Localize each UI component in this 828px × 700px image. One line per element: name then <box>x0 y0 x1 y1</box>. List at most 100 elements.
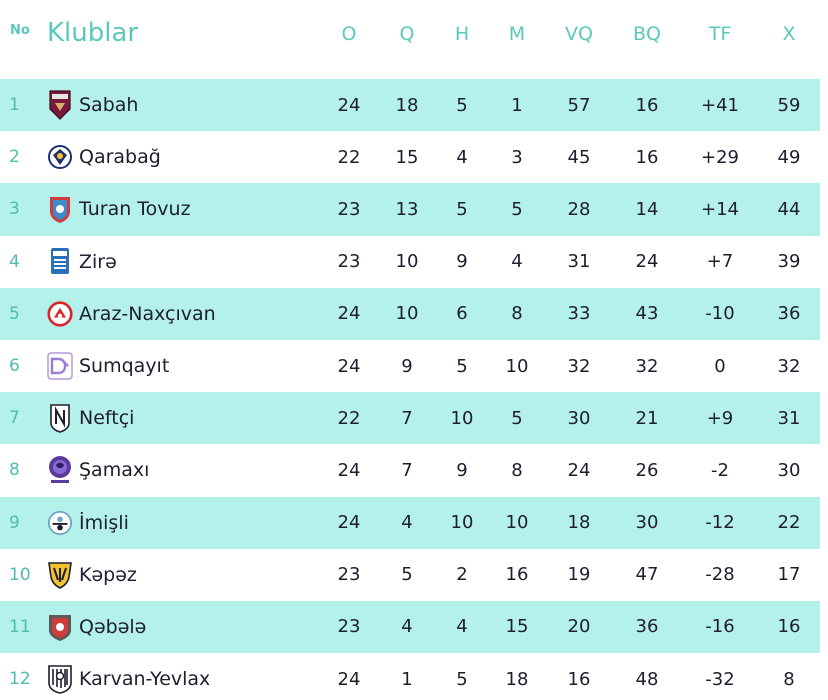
row-club[interactable]: Sabah <box>47 79 317 131</box>
row-position: 7 <box>9 408 20 429</box>
cell-wins: 4 <box>401 616 413 638</box>
sabah-logo-icon <box>47 89 73 121</box>
cell-goals-against: 30 <box>635 512 659 534</box>
cell-goals-for: 20 <box>567 616 591 638</box>
table-row[interactable]: 10 Kəpəz 23 5 2 16 19 47 -28 17 <box>0 548 820 601</box>
row-club[interactable]: İmişli <box>47 497 317 549</box>
cell-wins: 18 <box>395 94 419 116</box>
cell-goals-against: 24 <box>635 251 659 273</box>
table-row[interactable]: 8 Şamaxı 24 7 9 8 24 26 -2 30 <box>0 444 820 497</box>
cell-goals-against: 26 <box>635 459 659 481</box>
header-wins[interactable]: Q <box>399 23 415 45</box>
club-name[interactable]: İmişli <box>79 511 129 534</box>
club-name[interactable]: Neftçi <box>79 407 135 430</box>
header-played[interactable]: O <box>341 23 357 45</box>
table-row[interactable]: 11 Qəbələ 23 4 4 15 20 36 -16 16 <box>0 600 820 654</box>
cell-goal-difference: +7 <box>706 251 734 273</box>
header-goal-difference[interactable]: TF <box>708 23 732 45</box>
cell-draws: 5 <box>456 668 468 690</box>
cell-points: 59 <box>777 94 801 116</box>
cell-losses: 8 <box>511 459 523 481</box>
cell-draws: 5 <box>456 94 468 116</box>
cell-played: 22 <box>337 407 361 429</box>
row-position: 10 <box>9 564 31 585</box>
header-goals-for[interactable]: VQ <box>565 23 593 45</box>
imisli-logo-icon <box>47 507 73 539</box>
club-name[interactable]: Qarabağ <box>79 146 161 169</box>
cell-wins: 7 <box>401 407 413 429</box>
header-points[interactable]: X <box>782 23 796 45</box>
table-header: No Klublar O Q H M VQ BQ TF X <box>0 0 828 70</box>
club-name[interactable]: Qəbələ <box>79 615 147 638</box>
table-row[interactable]: 5 Araz-Naxçıvan 24 10 6 8 33 43 -10 36 <box>0 287 820 340</box>
cell-played: 23 <box>337 251 361 273</box>
cell-points: 16 <box>777 616 801 638</box>
table-row[interactable]: 3 Turan Tovuz 23 13 5 5 28 14 +14 44 <box>0 183 820 236</box>
club-name[interactable]: Sabah <box>79 94 139 117</box>
club-name[interactable]: Kəpəz <box>79 563 137 586</box>
header-no[interactable]: No <box>10 23 30 38</box>
cell-wins: 1 <box>401 668 413 690</box>
table-row[interactable]: 9 İmişli 24 4 10 10 18 30 -12 22 <box>0 496 820 549</box>
cell-goals-against: 32 <box>635 355 659 377</box>
row-club[interactable]: Araz-Naxçıvan <box>47 288 317 340</box>
row-club[interactable]: Qəbələ <box>47 601 317 653</box>
araz-naxcivan-logo-icon <box>47 298 73 330</box>
row-club[interactable]: Qarabağ <box>47 131 317 183</box>
row-club[interactable]: Karvan-Yevlax <box>47 653 317 700</box>
row-club[interactable]: Turan Tovuz <box>47 183 317 235</box>
table-row[interactable]: 4 Zirə 23 10 9 4 31 24 +7 39 <box>0 235 820 288</box>
club-name[interactable]: Sumqayıt <box>79 355 170 378</box>
club-name[interactable]: Zirə <box>79 250 117 273</box>
neftci-logo-icon <box>47 402 73 434</box>
header-losses[interactable]: M <box>508 23 526 45</box>
cell-wins: 5 <box>401 564 413 586</box>
row-position: 5 <box>9 303 20 324</box>
cell-draws: 9 <box>456 459 468 481</box>
cell-losses: 10 <box>505 512 529 534</box>
cell-losses: 10 <box>505 355 529 377</box>
row-position: 6 <box>9 356 20 377</box>
cell-goal-difference: -2 <box>711 459 729 481</box>
row-club[interactable]: Neftçi <box>47 392 317 444</box>
cell-played: 24 <box>337 512 361 534</box>
cell-played: 23 <box>337 616 361 638</box>
zire-logo-icon <box>47 246 73 278</box>
table-row[interactable]: 6 Sumqayıt 24 9 5 10 32 32 0 32 <box>0 339 820 393</box>
row-club[interactable]: Zirə <box>47 236 317 288</box>
cell-losses: 1 <box>511 94 523 116</box>
club-name[interactable]: Karvan-Yevlax <box>79 668 211 691</box>
cell-goals-against: 16 <box>635 94 659 116</box>
cell-draws: 2 <box>456 564 468 586</box>
header-goals-against[interactable]: BQ <box>633 23 661 45</box>
cell-goals-against: 14 <box>635 198 659 220</box>
header-draws[interactable]: H <box>454 23 470 45</box>
cell-draws: 5 <box>456 355 468 377</box>
cell-points: 36 <box>777 303 801 325</box>
table-row[interactable]: 7 Neftçi 22 7 10 5 30 21 +9 31 <box>0 392 820 445</box>
club-name[interactable]: Turan Tovuz <box>79 198 191 221</box>
cell-goal-difference: -10 <box>705 303 735 325</box>
cell-goals-for: 45 <box>567 146 591 168</box>
cell-goal-difference: -32 <box>705 668 735 690</box>
table-row[interactable]: 1 Sabah 24 18 5 1 57 16 +41 59 <box>0 79 820 132</box>
cell-losses: 4 <box>511 251 523 273</box>
row-club[interactable]: Kəpəz <box>47 549 317 601</box>
cell-goals-for: 18 <box>567 512 591 534</box>
cell-wins: 10 <box>395 303 419 325</box>
row-club[interactable]: Şamaxı <box>47 444 317 496</box>
cell-played: 23 <box>337 564 361 586</box>
cell-goals-for: 28 <box>567 198 591 220</box>
cell-goals-for: 31 <box>567 251 591 273</box>
cell-draws: 10 <box>450 512 474 534</box>
cell-draws: 4 <box>456 146 468 168</box>
club-name[interactable]: Araz-Naxçıvan <box>79 302 216 325</box>
cell-points: 49 <box>777 146 801 168</box>
qebele-logo-icon <box>47 611 73 643</box>
row-club[interactable]: Sumqayıt <box>47 340 317 392</box>
table-row[interactable]: 12 Karvan-Yevlax 24 1 5 18 16 48 -32 8 <box>0 653 820 700</box>
club-name[interactable]: Şamaxı <box>79 459 150 482</box>
header-clubs[interactable]: Klublar <box>47 18 139 48</box>
row-position: 4 <box>9 251 20 272</box>
table-row[interactable]: 2 Qarabağ 22 15 4 3 45 16 +29 49 <box>0 131 820 184</box>
